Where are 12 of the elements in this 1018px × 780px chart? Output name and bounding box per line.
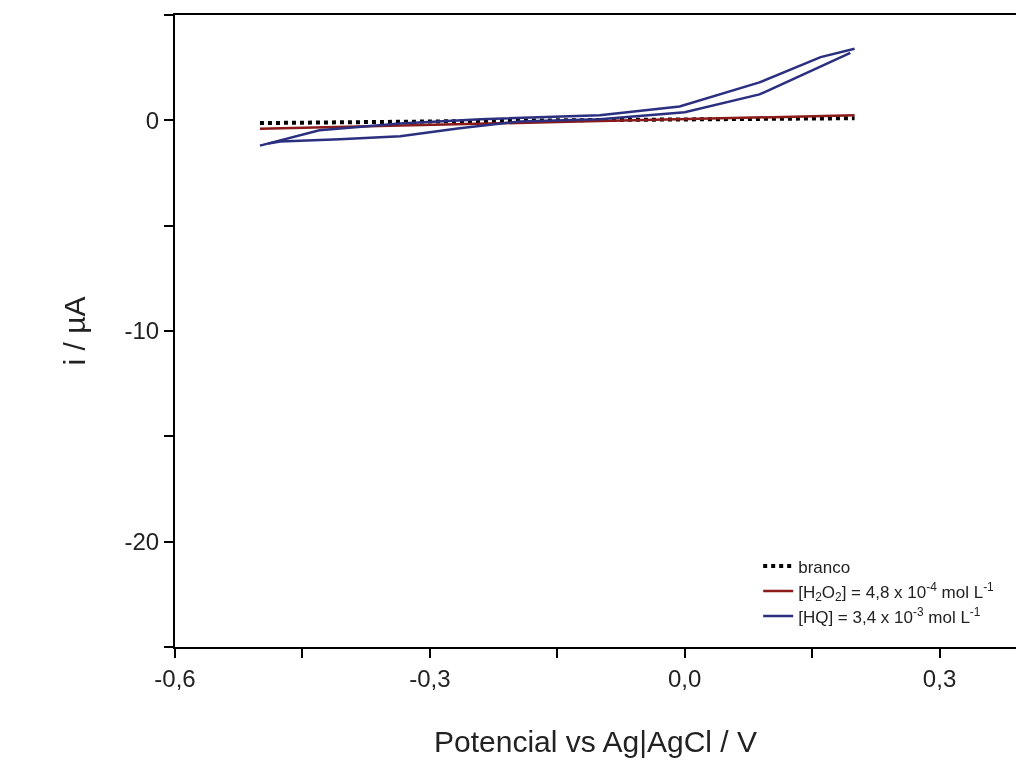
legend-label: [HQ] = 3,4 x 10$^{-3}$ mol L$^{-1}$ bbox=[798, 604, 981, 627]
x-axis-title: Potencial vs Ag|AgCl / V bbox=[434, 724, 757, 758]
x-tick-label: 0,3 bbox=[922, 664, 957, 692]
legend-label: branco bbox=[798, 557, 851, 577]
x-tick-label: -0,3 bbox=[409, 664, 451, 692]
legend-label: [H$_{2}$O$_{2}$] = 4,8 x 10$^{-4}$ mol L$^{-1}$ bbox=[798, 579, 995, 605]
y-axis-title: i / µA bbox=[58, 296, 92, 366]
x-tick-label: 0,0 bbox=[668, 664, 702, 692]
y-tick-label: -10 bbox=[124, 317, 160, 345]
y-tick-label: -20 bbox=[124, 528, 160, 556]
x-tick-label: -0,6 bbox=[154, 664, 196, 692]
y-tick-label: 0 bbox=[145, 106, 160, 134]
